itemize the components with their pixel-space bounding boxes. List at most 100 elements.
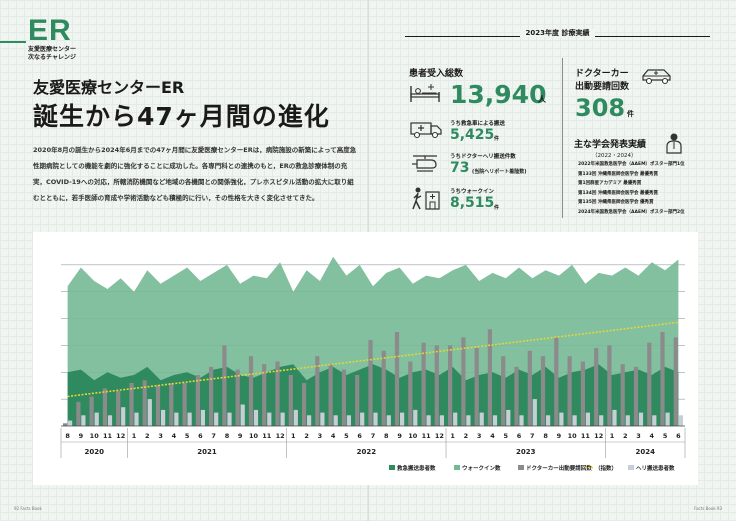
month-tick-label: 1 (610, 432, 615, 440)
heli-bar (439, 415, 444, 426)
doctorcar-bar (102, 388, 107, 426)
month-tick-label: 4 (650, 432, 655, 440)
heli-bar (400, 412, 405, 426)
doctorcar-bar (341, 369, 346, 426)
doctorcar-bar (288, 375, 293, 426)
doctorcar-bar (487, 329, 492, 426)
doctorcar-bar (660, 332, 665, 426)
month-tick-label: 4 (172, 432, 177, 440)
legend-label: ウォークイン数 (462, 464, 501, 472)
patients-label: 患者受入総数 (409, 69, 464, 79)
doctorcar-bar (567, 356, 572, 426)
month-tick-label: 8 (543, 432, 548, 440)
ambulance-unit: 件 (494, 136, 500, 142)
conferences-title: 主な学会発表実績 (574, 140, 647, 150)
heli-label: うちドクターヘリ搬送件数 (450, 154, 516, 160)
doctorcar-label-line2: 出動要請回数 (575, 82, 630, 92)
month-tick-label: 4 (490, 432, 495, 440)
doctorcar-bar (594, 348, 599, 426)
month-tick-label: 5 (663, 432, 668, 440)
doctorcar-bar (355, 375, 360, 426)
patients-value: 13,940 (450, 80, 547, 109)
ambulance-icon (409, 118, 443, 144)
doctorcar-bar (448, 345, 453, 426)
doctorcar-bar (408, 361, 413, 426)
conference-item: 2022年米国救急医学会（AAEM）ポスター部門1位 (578, 162, 685, 167)
walkin-label: うちウォークイン (450, 189, 495, 195)
doctorcar-bar (76, 401, 81, 426)
doctorcar-bar (169, 383, 174, 426)
month-tick-label: 9 (238, 432, 243, 440)
doctorcar-bar (222, 345, 227, 426)
heli-bar (638, 412, 644, 426)
section-rule (0, 41, 26, 43)
intro-paragraph: 2020年8月の誕生から2024年6月までの47ヶ月間に友愛医療センターERは，… (33, 146, 357, 202)
heli-bar (267, 412, 272, 426)
heli-bar (546, 415, 551, 426)
doctorcar-label-line1: ドクターカー (575, 69, 629, 79)
heli-bar (360, 412, 365, 426)
trend-line (67, 321, 679, 398)
month-tick-label: 10 (90, 432, 100, 440)
heli-bar (572, 415, 577, 426)
section-subtitle-line1: 友愛医療センター (28, 46, 77, 53)
heli-bar (559, 412, 564, 426)
ambulance-value: 5,425 (450, 127, 495, 143)
heli-bar (200, 409, 205, 426)
month-tick-label: 11 (422, 432, 432, 440)
heli-bar (320, 412, 325, 426)
heli-bar (174, 412, 179, 426)
heli-bar (479, 412, 484, 426)
heli-bar (665, 412, 670, 426)
month-tick-label: 1 (132, 432, 137, 440)
doctorcar-bar (540, 356, 546, 426)
doctorcar-bar (633, 366, 639, 426)
heli-bar (293, 409, 298, 426)
walking-person-icon (409, 186, 443, 216)
month-tick-label: 4 (331, 432, 336, 440)
doctorcar-bar (142, 380, 147, 426)
heli-bar (532, 399, 537, 426)
month-tick-label: 9 (79, 432, 84, 440)
month-tick-label: 3 (318, 432, 323, 440)
month-tick-label: 11 (581, 432, 591, 440)
heli-bar (134, 412, 139, 426)
monthly-chart: 8 9 10 11 12 1 2 3 4 5 6 7 8 9 10 11 12 1 2 3 4 5 6 7 8 9 10 11 12 1 2… (60, 256, 686, 472)
legend-label: ドクターカー出動要請回数 (526, 464, 592, 472)
heli-bar (652, 415, 657, 426)
heli-bar (253, 409, 259, 426)
heli-bar (386, 415, 391, 426)
month-tick-label: 2 (623, 432, 628, 440)
doctorcar-bar (527, 350, 532, 426)
heli-bar (612, 409, 617, 426)
heli-bar (307, 415, 312, 426)
heli-bar (373, 412, 378, 426)
stats-divider (562, 58, 563, 218)
section-subtitle: 友愛医療センター 次なるチャレンジ (28, 46, 76, 62)
heli-bar (107, 415, 113, 426)
doctorcar-bar (315, 356, 320, 426)
month-tick-label: 1 (291, 432, 296, 440)
heli-bar (453, 412, 458, 426)
doctorcar-bar (182, 383, 187, 426)
year-label: 2023 (516, 448, 536, 456)
month-tick-label: 3 (477, 432, 482, 440)
legend-swatch (518, 465, 524, 470)
heli-value: 73 (450, 160, 470, 176)
heli-bar (81, 415, 86, 426)
doctorcar-bar (368, 340, 373, 426)
conference-item: 第135回 沖縄県医師会医学会 優秀賞 (578, 200, 654, 206)
month-tick-label: 12 (594, 432, 603, 440)
legend-label: （指数） (595, 464, 617, 472)
heli-bar (466, 415, 471, 426)
legend-label: 救急搬送患者数 (397, 464, 436, 472)
doctorcar-bar (89, 396, 94, 426)
heli-bar (506, 409, 511, 426)
doctorcar-bar (647, 342, 652, 426)
helicopter-icon (409, 152, 443, 178)
month-tick-label: 5 (185, 432, 190, 440)
doctorcar-bar (461, 337, 466, 426)
doctorcar-bar (195, 375, 200, 426)
doctorcar-bar (129, 383, 134, 426)
